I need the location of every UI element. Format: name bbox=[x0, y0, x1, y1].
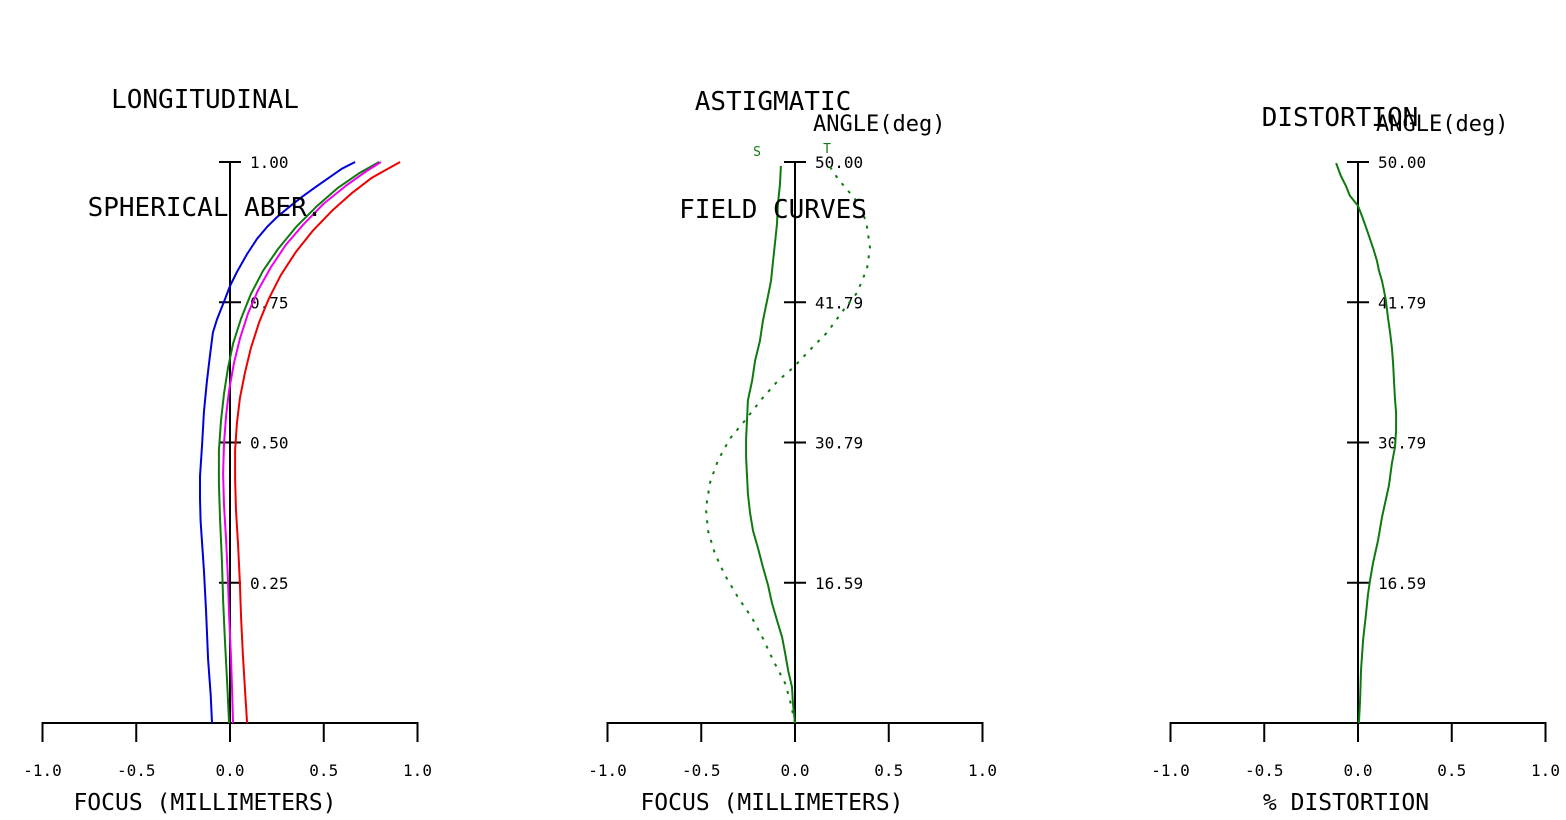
curve-label-S: S bbox=[753, 145, 761, 160]
x-tick-label: -1.0 bbox=[23, 761, 62, 780]
x-tick-label: -0.5 bbox=[117, 761, 156, 780]
x-tick-label: 1.0 bbox=[403, 761, 432, 780]
y-tick-label: 41.79 bbox=[1378, 293, 1426, 312]
chart-title-line: SPHERICAL ABER. bbox=[87, 193, 323, 223]
x-tick-label: 0.5 bbox=[874, 761, 903, 780]
chart-title-line: ASTIGMATIC bbox=[694, 87, 852, 117]
x-tick-label: 0.5 bbox=[309, 761, 338, 780]
chart-title-line: LONGITUDINAL bbox=[111, 85, 299, 115]
y-tick-label: 16.59 bbox=[815, 574, 863, 593]
x-tick-label: 1.0 bbox=[1531, 761, 1560, 780]
y-tick-label: 30.79 bbox=[1378, 434, 1426, 453]
chart-title-line: DISTORTION bbox=[1261, 103, 1419, 133]
chart-title-line: FIELD CURVES bbox=[679, 195, 867, 225]
x-tick-label: 0.0 bbox=[216, 761, 245, 780]
y-axis-caption: ANGLE(deg) bbox=[1376, 112, 1508, 137]
x-axis-caption: % DISTORTION bbox=[1263, 790, 1429, 816]
x-tick-label: -1.0 bbox=[1151, 761, 1190, 780]
curve-label-T: T bbox=[823, 142, 831, 157]
curve-T bbox=[704, 166, 871, 724]
x-tick-label: -0.5 bbox=[682, 761, 721, 780]
x-tick-label: -1.0 bbox=[588, 761, 627, 780]
x-tick-label: 0.5 bbox=[1437, 761, 1466, 780]
curve-blue bbox=[199, 161, 356, 724]
x-tick-label: 1.0 bbox=[968, 761, 997, 780]
chart-title-distortion: DISTORTION bbox=[1175, 28, 1505, 208]
curve-magenta bbox=[222, 161, 382, 724]
y-axis-caption: ANGLE(deg) bbox=[813, 112, 945, 137]
y-tick-label: 0.50 bbox=[250, 434, 289, 453]
y-tick-label: 30.79 bbox=[815, 434, 863, 453]
x-tick-label: 0.0 bbox=[1344, 761, 1373, 780]
y-tick-label: 0.25 bbox=[250, 574, 289, 593]
curve-distortion bbox=[1335, 162, 1398, 724]
x-tick-label: 0.0 bbox=[781, 761, 810, 780]
y-tick-label: 16.59 bbox=[1378, 574, 1426, 593]
y-tick-label: 1.00 bbox=[250, 153, 289, 172]
x-axis-caption: FOCUS (MILLIMETERS) bbox=[640, 790, 903, 816]
x-tick-label: -0.5 bbox=[1245, 761, 1284, 780]
curve-red bbox=[234, 161, 401, 724]
curve-S bbox=[745, 165, 796, 724]
chart-title-longitudinal-spherical: LONGITUDINAL SPHERICAL ABER. bbox=[40, 10, 370, 298]
chart-title-astigmatic-field-curves: ASTIGMATIC FIELD CURVES bbox=[608, 12, 938, 300]
y-tick-label: 0.75 bbox=[250, 293, 289, 312]
y-tick-label: 41.79 bbox=[815, 293, 863, 312]
y-tick-label: 50.00 bbox=[815, 153, 863, 172]
x-axis-caption: FOCUS (MILLIMETERS) bbox=[73, 790, 336, 816]
y-tick-label: 50.00 bbox=[1378, 153, 1426, 172]
curve-green bbox=[217, 161, 380, 724]
